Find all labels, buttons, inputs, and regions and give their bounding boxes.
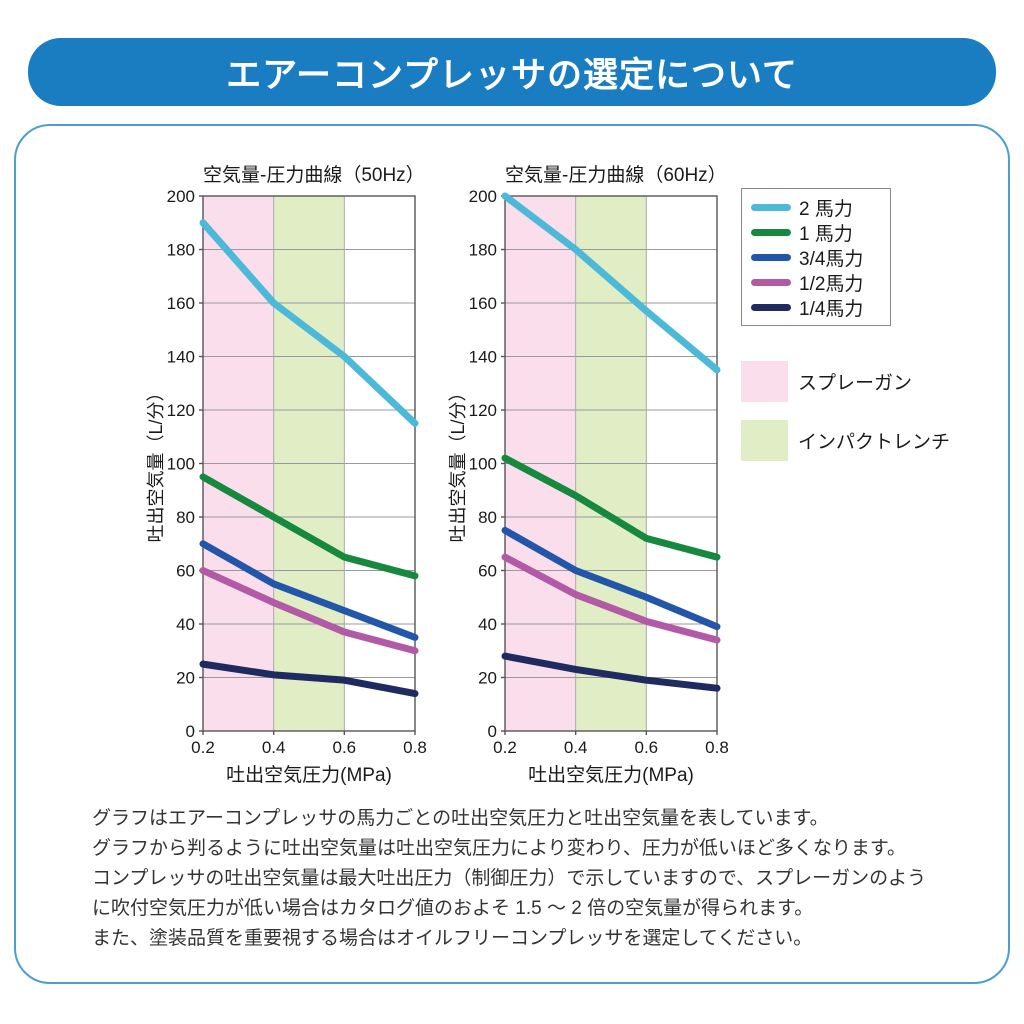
svg-text:160: 160	[167, 294, 195, 313]
page-title-banner: エアーコンプレッサの選定について	[28, 38, 996, 106]
svg-text:40: 40	[478, 615, 497, 634]
svg-text:120: 120	[469, 401, 497, 420]
line-swatch-1-2hp	[751, 278, 791, 286]
legend-item-label: 1/2馬力	[799, 273, 864, 295]
description-line: コンプレッサの吐出空気量は最大吐出圧力（制御圧力）で示していますので、スプレーガ…	[92, 868, 927, 889]
svg-text:0.8: 0.8	[705, 738, 729, 757]
legend-item-1hp: 1 馬力	[742, 221, 890, 245]
svg-text:0.6: 0.6	[635, 738, 659, 757]
description-line: グラフはエアーコンプレッサの馬力ごとの吐出空気圧力と吐出空気量を表しています。	[92, 808, 829, 829]
description-line: に吹付空気圧力が低い場合はカタログ値のおよそ 1.5 ～ 2 倍の空気量が得られ…	[92, 898, 814, 919]
legend-item-label: 1 馬力	[799, 223, 853, 245]
svg-text:60: 60	[478, 562, 497, 581]
line-swatch-3-4hp	[751, 253, 791, 261]
legend-item-2hp: 2 馬力	[742, 196, 890, 220]
svg-text:140: 140	[167, 348, 195, 367]
spray-gun-label: スプレーガン	[798, 373, 913, 394]
chart-title-50hz: 空気量-圧力曲線（50Hz）	[203, 165, 425, 186]
svg-text:180: 180	[167, 241, 195, 260]
legend-item-1-4hp: 1/4馬力	[742, 296, 890, 320]
svg-text:100: 100	[167, 455, 195, 474]
description-line: また、塗装品質を重要視する場合はオイルフリーコンプレッサを選定してください。	[92, 928, 813, 949]
svg-text:140: 140	[469, 348, 497, 367]
svg-text:20: 20	[478, 669, 497, 688]
x-axis-label-50hz: 吐出空気圧力(MPa)	[226, 765, 392, 786]
svg-text:200: 200	[469, 187, 497, 206]
svg-text:0.2: 0.2	[191, 738, 215, 757]
svg-text:20: 20	[176, 669, 195, 688]
x-axis-label-60hz: 吐出空気圧力(MPa)	[528, 765, 694, 786]
svg-text:0.8: 0.8	[403, 738, 427, 757]
spray-gun-swatch	[741, 361, 788, 402]
svg-text:0.4: 0.4	[262, 738, 286, 757]
line-swatch-1-4hp	[751, 303, 791, 311]
svg-text:80: 80	[478, 508, 497, 527]
chart-title-60hz: 空気量-圧力曲線（60Hz）	[505, 165, 727, 186]
svg-text:120: 120	[167, 401, 195, 420]
svg-text:0.2: 0.2	[493, 738, 517, 757]
svg-text:0.6: 0.6	[333, 738, 357, 757]
chart-50hz: 0 20 40 60 80 100 120 140 160 180 200 0.2 0.4 0.6 0.8	[167, 187, 427, 757]
svg-text:100: 100	[469, 455, 497, 474]
line-swatch-1hp	[751, 228, 791, 236]
series-legend-box: 2 馬力 1 馬力 3/4馬力 1/2馬力 1/4馬力	[741, 188, 891, 326]
description-line: グラフから判るように吐出空気量は吐出空気圧力により変わり、圧力が低いほど多くなり…	[92, 838, 906, 859]
svg-text:180: 180	[469, 241, 497, 260]
svg-text:60: 60	[176, 562, 195, 581]
svg-text:160: 160	[469, 294, 497, 313]
page-title: エアーコンプレッサの選定について	[226, 55, 798, 95]
spray-gun-legend: スプレーガン	[741, 361, 912, 402]
legend-item-1-2hp: 1/2馬力	[742, 271, 890, 295]
description: グラフはエアーコンプレッサの馬力ごとの吐出空気圧力と吐出空気量を表しています。 …	[92, 804, 952, 954]
impact-wrench-swatch	[741, 420, 788, 461]
svg-text:200: 200	[167, 187, 195, 206]
legend-item-3-4hp: 3/4馬力	[742, 246, 890, 270]
chart-60hz: 0 20 40 60 80 100 120 140 160 180 200 0.2 0.4 0.6 0.8	[469, 187, 729, 757]
line-swatch-2hp	[751, 203, 791, 211]
svg-text:0.4: 0.4	[564, 738, 588, 757]
svg-text:80: 80	[176, 508, 195, 527]
svg-text:0: 0	[488, 722, 497, 741]
impact-wrench-legend: インパクトレンチ	[741, 420, 950, 461]
legend-item-label: 2 馬力	[799, 198, 853, 220]
impact-wrench-label: インパクトレンチ	[798, 432, 951, 453]
legend-item-label: 3/4馬力	[799, 248, 864, 270]
svg-text:0: 0	[186, 722, 195, 741]
legend-item-label: 1/4馬力	[799, 298, 864, 320]
svg-text:40: 40	[176, 615, 195, 634]
